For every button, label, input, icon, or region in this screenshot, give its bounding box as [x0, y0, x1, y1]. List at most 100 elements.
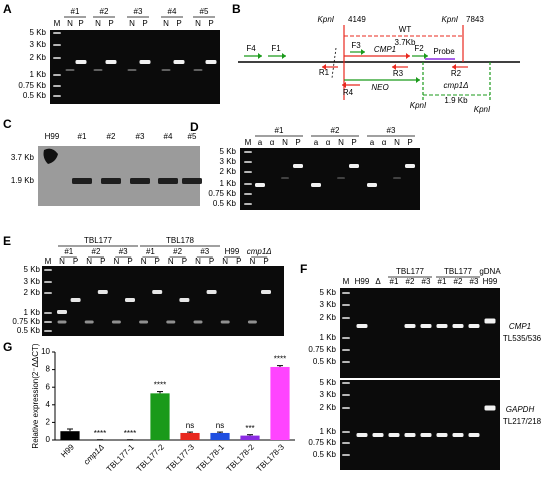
band: [173, 60, 185, 64]
arrowhead: [416, 77, 420, 83]
significance: ***: [245, 424, 254, 433]
label: #3: [119, 247, 128, 256]
band: [161, 69, 171, 71]
band: [111, 320, 121, 324]
label: #4: [164, 132, 173, 141]
label: #3: [134, 7, 143, 16]
band: [44, 312, 52, 314]
band: [244, 151, 252, 153]
band: [75, 60, 87, 64]
band: [255, 183, 265, 187]
bar: [150, 393, 170, 440]
label: #1: [438, 277, 447, 286]
size-label: 5 Kb: [24, 265, 41, 274]
size-label: 0.75 Kb: [12, 317, 40, 326]
label: P: [209, 257, 214, 266]
label: N: [338, 138, 344, 147]
arrowhead: [392, 64, 396, 70]
label: TBL177: [84, 236, 113, 245]
label: H99: [483, 277, 498, 286]
label: H99: [225, 247, 240, 256]
band: [468, 433, 480, 437]
arrowhead: [322, 64, 326, 70]
label: gDNA: [479, 267, 501, 276]
label: P: [176, 19, 181, 28]
band: [247, 320, 257, 324]
label: #3: [470, 277, 479, 286]
bar: [240, 435, 260, 440]
size-label: 0.5 Kb: [313, 357, 337, 366]
band: [53, 44, 61, 46]
band: [342, 407, 350, 409]
band: [193, 320, 203, 324]
band: [206, 290, 217, 294]
label: #2: [107, 132, 116, 141]
band: [356, 324, 368, 328]
arrowhead: [424, 53, 428, 59]
band: [84, 320, 94, 324]
band: [452, 324, 464, 328]
label: a: [314, 138, 319, 147]
band: [44, 292, 52, 294]
panel-label: C: [3, 117, 12, 131]
panel-label: F: [300, 262, 307, 276]
label: #2: [100, 7, 109, 16]
band: [337, 177, 345, 179]
label: #1: [78, 132, 87, 141]
label: NEO: [371, 83, 388, 92]
panel-label: D: [190, 120, 199, 134]
label: a: [258, 138, 263, 147]
label: #1: [71, 7, 80, 16]
size-label: 1.9 Kb: [11, 176, 35, 185]
label: α: [382, 138, 387, 147]
size-label: 3 Kb: [220, 157, 237, 166]
label: F4: [246, 44, 256, 53]
band: [342, 337, 350, 339]
label: N: [222, 257, 228, 266]
size-label: 5 Kb: [320, 378, 337, 387]
label: CMP1: [374, 45, 396, 54]
label: TBL177: [444, 267, 473, 276]
y-tick-label: 0: [46, 435, 51, 444]
band: [244, 193, 252, 195]
band: [404, 324, 416, 328]
label: #5: [188, 132, 197, 141]
size-label: 2 Kb: [30, 53, 47, 62]
label: #1: [275, 126, 284, 135]
arrowhead: [282, 53, 286, 59]
band: [342, 454, 350, 456]
arrowhead: [258, 53, 262, 59]
label: P: [407, 138, 412, 147]
band: [44, 330, 52, 332]
band: [166, 320, 176, 324]
label: N: [86, 257, 92, 266]
label: Probe: [433, 47, 455, 56]
band: [420, 433, 432, 437]
size-label: 1 Kb: [220, 179, 237, 188]
band: [244, 203, 252, 205]
size-label: 0.5 Kb: [23, 91, 47, 100]
label: M: [245, 138, 252, 147]
gel: [340, 288, 500, 378]
label: a: [370, 138, 375, 147]
band: [405, 164, 415, 168]
band: [193, 69, 203, 71]
band: [372, 433, 384, 437]
size-label: 3 Kb: [320, 300, 337, 309]
band: [393, 177, 401, 179]
bar: [180, 432, 200, 440]
label: #3: [136, 132, 145, 141]
size-label: 0.75 Kb: [308, 345, 336, 354]
band: [342, 431, 350, 433]
label: #1: [146, 247, 155, 256]
size-label: 3 Kb: [24, 277, 41, 286]
band: [342, 442, 350, 444]
band: [342, 382, 350, 384]
label: #4: [168, 7, 177, 16]
label: M: [45, 257, 52, 266]
band: [179, 298, 190, 302]
label: #3: [422, 277, 431, 286]
label: P: [142, 19, 147, 28]
label: KpnI: [410, 101, 427, 110]
